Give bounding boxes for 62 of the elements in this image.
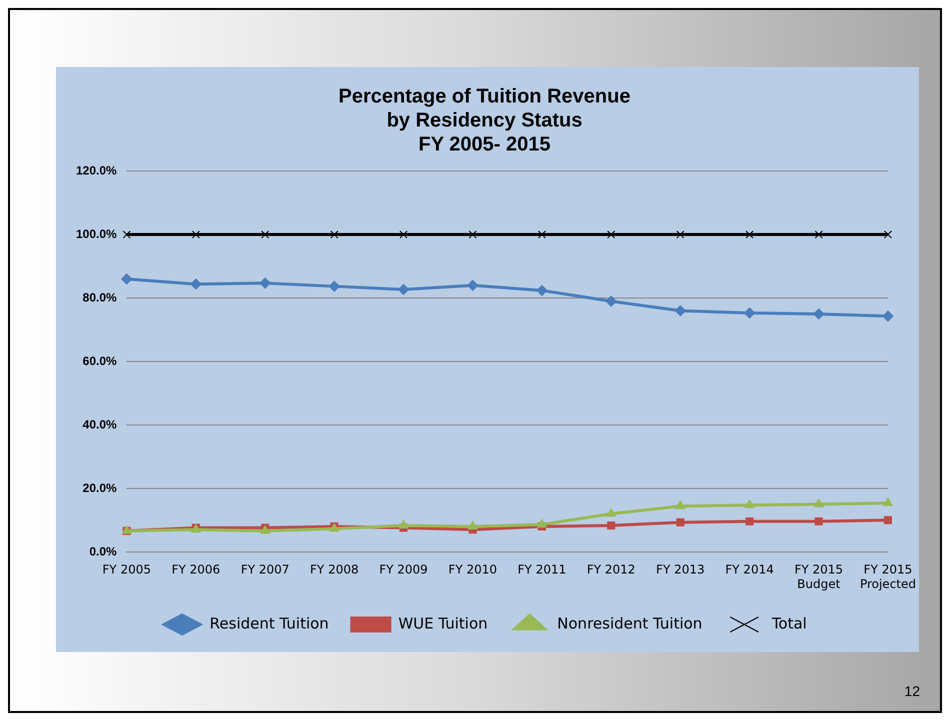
point xyxy=(676,518,684,526)
x-tick-label: FY 2008 xyxy=(310,562,359,577)
y-tick-label: 0.0% xyxy=(89,544,118,559)
point xyxy=(676,500,686,510)
legend-label: Resident Tuition xyxy=(210,614,329,632)
x-tick-label: FY 2011 xyxy=(518,562,566,577)
point xyxy=(607,230,616,239)
point xyxy=(261,230,270,239)
point xyxy=(121,274,132,285)
x-tick-label: FY 2013 xyxy=(656,562,705,577)
point xyxy=(606,508,616,517)
text: 12 xyxy=(904,683,920,699)
y-tick-label: 80.0% xyxy=(82,290,118,304)
point xyxy=(398,284,410,295)
point xyxy=(814,230,823,239)
legend-label: WUE Tuition xyxy=(398,614,488,632)
y-tick-label: 20.0% xyxy=(82,480,118,495)
y-tick-label: 120.0% xyxy=(76,163,118,178)
point xyxy=(536,284,548,296)
point xyxy=(744,307,756,318)
point xyxy=(606,296,617,307)
chart-title: Percentage of Tuition Revenue by Residency Status FY 2005- 2015 xyxy=(338,86,630,156)
y-tick-label: 100.0% xyxy=(76,226,118,241)
point xyxy=(746,517,754,526)
point xyxy=(468,520,478,530)
x-tick-label: FY 2009 xyxy=(379,562,428,577)
point xyxy=(676,230,684,239)
x-tick-label: FY 2010 xyxy=(448,562,498,577)
point xyxy=(398,520,408,529)
point xyxy=(884,516,892,524)
point xyxy=(884,230,892,239)
point xyxy=(746,230,754,239)
point xyxy=(814,498,824,508)
x-tick-label: FY 2012 xyxy=(586,562,636,577)
x-tick-label: FY 2005 xyxy=(102,562,151,577)
x-tick-label: FY 2015 Budget xyxy=(794,562,844,591)
point xyxy=(607,521,616,530)
point xyxy=(192,230,200,239)
point xyxy=(537,519,547,528)
point xyxy=(468,230,477,239)
legend-label: Nonresident Tuition xyxy=(557,614,702,632)
point xyxy=(467,280,478,291)
legend-label: Total xyxy=(770,614,807,632)
point xyxy=(260,278,271,289)
point xyxy=(399,230,408,239)
y-tick-label: 60.0% xyxy=(82,354,118,368)
point xyxy=(882,310,894,322)
point xyxy=(674,305,686,316)
point xyxy=(744,500,754,508)
x-tick-label: FY 2014 xyxy=(725,562,774,577)
x-tick-label: FY 2007 xyxy=(240,562,290,577)
x-tick-label: FY 2006 xyxy=(172,562,220,577)
point xyxy=(330,230,338,239)
point xyxy=(813,308,824,320)
point xyxy=(883,497,893,506)
point xyxy=(814,517,823,526)
x-tick-label: FY 2015 Projected xyxy=(860,562,916,591)
point xyxy=(538,230,546,239)
point xyxy=(122,230,131,239)
point xyxy=(190,278,202,290)
y-tick-label: 40.0% xyxy=(82,417,118,432)
point xyxy=(328,280,340,292)
